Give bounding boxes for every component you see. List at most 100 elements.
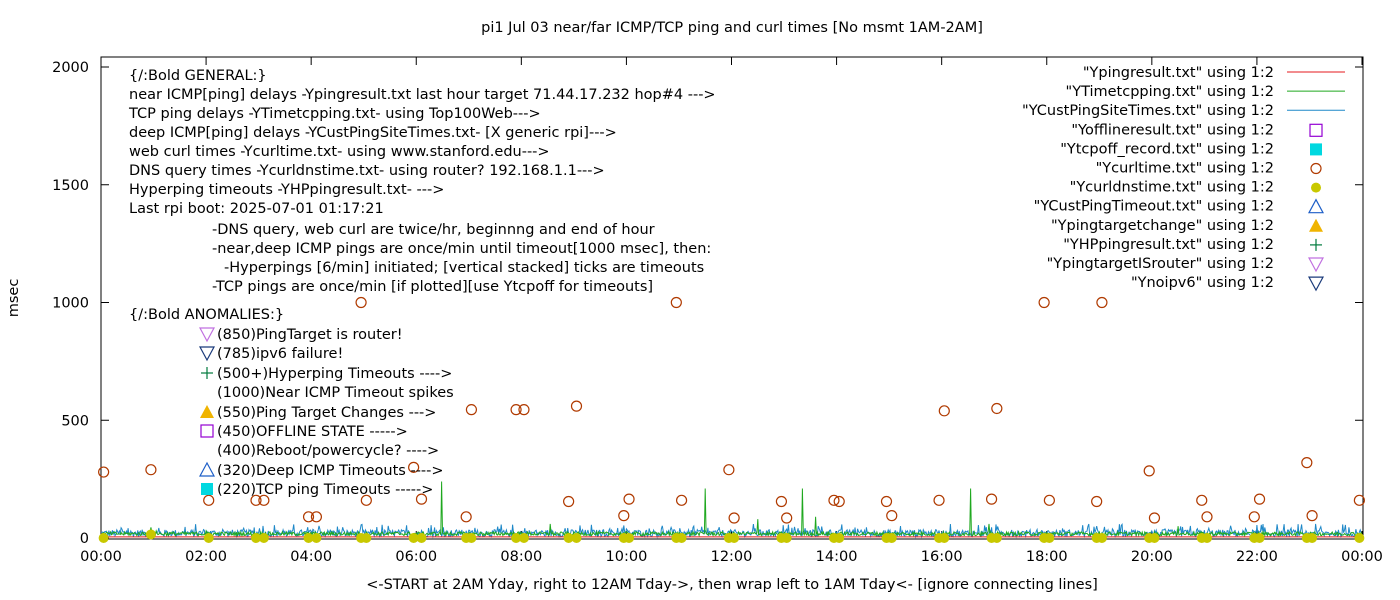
curl-point — [1201, 511, 1213, 523]
y-axis-label: msec — [6, 279, 22, 318]
curl-point — [1148, 512, 1161, 524]
y-tick-label: 1000 — [52, 296, 89, 312]
annotation-line: (785)ipv6 failure! — [217, 346, 343, 362]
curl-point — [670, 296, 682, 309]
annotation-line: -near,deep ICMP pings are once/min until… — [212, 241, 711, 257]
series-layer — [98, 296, 1365, 543]
dns-point — [834, 533, 845, 543]
curl-point — [880, 495, 893, 508]
anomaly-icons — [198, 327, 216, 495]
curl-point — [1143, 465, 1155, 477]
legend-label: "YCustPingTimeout.txt" using 1:2 — [1034, 199, 1274, 215]
legend-marker — [1311, 182, 1321, 193]
dns-point — [1096, 533, 1107, 543]
curl-point — [1038, 296, 1050, 309]
x-tick-label: 04:00 — [290, 549, 332, 565]
curl-point — [1253, 493, 1266, 505]
anomaly-icon — [201, 483, 213, 495]
legend-marker — [1307, 198, 1325, 214]
legend-marker — [1310, 162, 1322, 175]
curl-point — [828, 494, 840, 506]
legend-marker — [1310, 143, 1322, 156]
annotation-line: (850)PingTarget is router! — [217, 327, 403, 343]
annotation-line: -DNS query, web curl are twice/hr, begin… — [212, 222, 655, 238]
dns-point — [1149, 533, 1160, 543]
curl-point — [1353, 494, 1365, 506]
curl-point — [623, 493, 635, 505]
legend-label: "YTimetcpping.txt" using 1:2 — [1066, 84, 1274, 100]
curl-point — [465, 404, 478, 416]
dns-point — [1354, 533, 1365, 543]
annotation-line: (450)OFFLINE STATE -----> — [217, 424, 408, 440]
curl-point — [250, 494, 262, 506]
curl-point — [1306, 510, 1318, 522]
curl-point — [145, 464, 157, 476]
annotation-line: (1000)Near ICMP Timeout spikes — [217, 385, 454, 401]
dns-point — [676, 533, 687, 543]
annotation-line: -Hyperpings [6/min] initiated; [vertical… — [224, 260, 704, 276]
dns-point — [311, 533, 322, 543]
x-tick-label: 22:00 — [1236, 549, 1278, 565]
legend-label: "Ypingresult.txt" using 1:2 — [1083, 65, 1274, 81]
dns-point — [408, 533, 419, 543]
anomaly-icon — [198, 327, 216, 343]
annotation-line: (220)TCP ping Timeouts -----> — [217, 482, 433, 498]
curl-point — [510, 404, 522, 416]
curl-point — [408, 461, 420, 473]
y-tick-label: 2000 — [52, 60, 89, 76]
dns-point — [939, 533, 950, 543]
dns-point — [571, 533, 582, 543]
curl-point — [833, 495, 845, 508]
x-tick-label: 08:00 — [500, 549, 542, 565]
annotation-line: (320)Deep ICMP Timeouts ----> — [217, 463, 444, 479]
dns-point — [466, 533, 477, 543]
annotation-line: (400)Reboot/powercycle? ----> — [217, 443, 439, 459]
dns-point — [98, 533, 109, 543]
curl-point — [460, 511, 472, 523]
x-tick-label: 00:00 — [1341, 549, 1383, 565]
x-tick-label: 10:00 — [606, 549, 648, 565]
legend-label: "Yofflineresult.txt" using 1:2 — [1071, 122, 1274, 138]
y-axis: 0 500 1000 1500 2000 — [52, 60, 1363, 547]
curl-point — [1096, 296, 1108, 309]
curl-point — [886, 510, 898, 522]
legend: "Ypingresult.txt" using 1:2 "YTimetcpping… — [1022, 65, 1345, 292]
annotation-line: Last rpi boot: 2025-07-01 01:17:21 — [129, 201, 384, 217]
curl-point — [1301, 457, 1313, 469]
annotation-line: web curl times -Ycurltime.txt- using www… — [129, 144, 550, 160]
curl-point — [415, 493, 428, 505]
chart-title: pi1 Jul 03 near/far ICMP/TCP ping and cu… — [481, 20, 983, 36]
dns-point — [303, 533, 314, 543]
curl-point — [570, 400, 583, 412]
curl-point — [1091, 495, 1103, 508]
anomaly-icon — [201, 367, 213, 379]
dns-point — [1307, 533, 1318, 543]
x-tick-label: 14:00 — [816, 549, 858, 565]
legend-marker — [1309, 123, 1323, 137]
dns-point — [250, 533, 261, 543]
legend-marker — [1307, 257, 1325, 273]
curl-point — [781, 512, 793, 524]
curl-point — [938, 405, 950, 417]
dns-point — [991, 533, 1002, 543]
curl-point — [991, 402, 1003, 415]
y-tick-label: 1500 — [52, 178, 89, 194]
dns-point — [203, 533, 214, 543]
anomaly-icon — [200, 405, 214, 418]
legend-label: "Ycurltime.txt" using 1:2 — [1096, 161, 1274, 177]
curl-point — [518, 404, 530, 416]
annotation-line: (550)Ping Target Changes ---> — [217, 405, 436, 421]
dns-point — [416, 533, 427, 543]
curl-point — [728, 512, 740, 524]
dns-point — [518, 533, 529, 543]
annotation-line: {/:Bold GENERAL:} — [129, 68, 267, 84]
curl-point — [723, 464, 735, 476]
curl-point — [1248, 511, 1260, 523]
dns-point — [258, 533, 269, 543]
dns-point — [511, 533, 522, 543]
x-tick-label: 02:00 — [185, 549, 227, 565]
dns-point — [1254, 533, 1265, 543]
dns-point — [624, 533, 635, 543]
anomaly-icon — [200, 424, 214, 438]
curl-point — [203, 494, 215, 506]
